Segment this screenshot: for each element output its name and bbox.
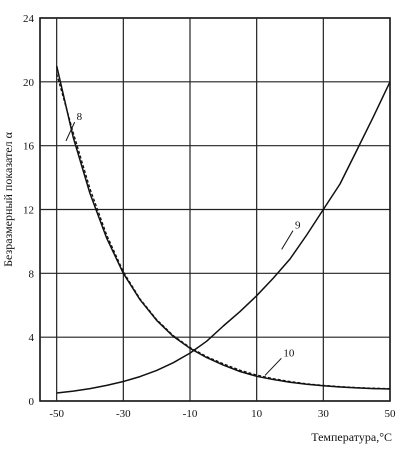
curve-label: 8: [77, 111, 83, 123]
y-tick-label: 16: [23, 141, 35, 153]
series-line-9: [56, 81, 391, 394]
chart-series: [55, 65, 391, 394]
annotation-leader-line: [281, 230, 294, 250]
chart-grid: [39, 17, 391, 402]
y-tick-label: 20: [23, 77, 35, 89]
chart-annotations: 8 9 10: [65, 111, 301, 376]
y-tick-label: 8: [29, 268, 35, 280]
x-axis-title: Температура,°C: [311, 430, 392, 444]
curve-label: 9: [295, 220, 301, 232]
x-tick-label: 30: [318, 408, 330, 420]
y-tick-label: 12: [23, 205, 34, 217]
x-tick-label: -10: [183, 408, 198, 420]
annotation-leader-line: [264, 357, 282, 376]
series-line-8: [55, 65, 391, 390]
y-tick-label: 0: [29, 396, 35, 408]
series-line-10: [56, 73, 391, 390]
x-tick-label: -50: [49, 408, 64, 420]
x-tick-label: 50: [385, 408, 397, 420]
y-tick-label: 24: [23, 13, 35, 25]
x-tick-label: 10: [251, 408, 263, 420]
y-axis-title: Безразмерный показател α: [1, 131, 15, 267]
annotation-leader-line: [65, 121, 76, 142]
x-tick-label: -30: [116, 408, 131, 420]
curve-label: 10: [283, 347, 295, 359]
y-tick-label: 4: [29, 332, 35, 344]
chart-tick-labels: -50 -30 -10 10 30 50 0 4 8 12 16 20 24: [23, 13, 396, 420]
